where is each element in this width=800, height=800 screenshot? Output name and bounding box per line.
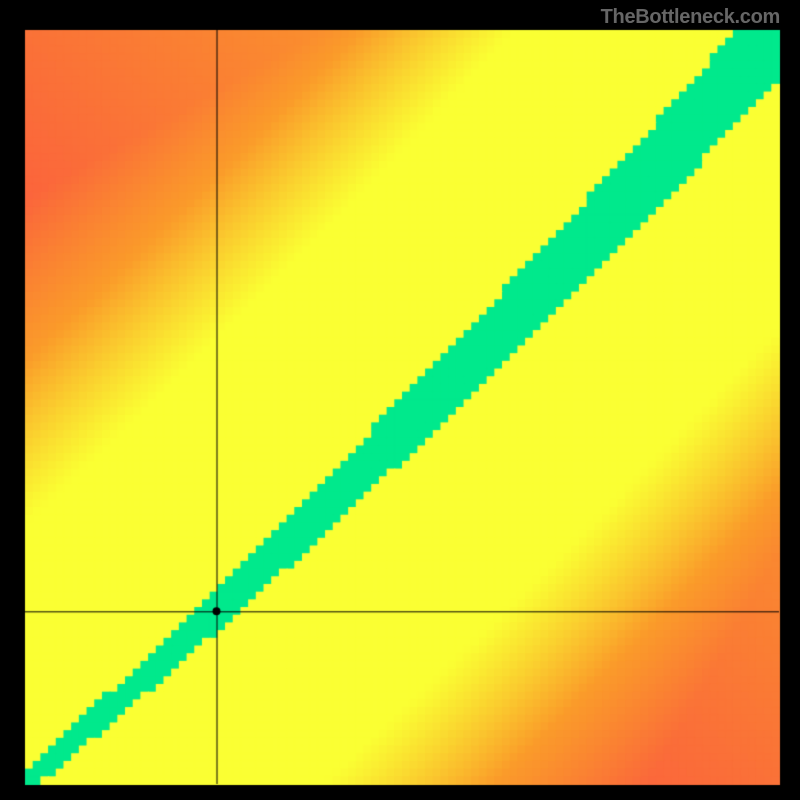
bottleneck-heatmap — [0, 0, 800, 800]
source-watermark: TheBottleneck.com — [601, 6, 780, 29]
